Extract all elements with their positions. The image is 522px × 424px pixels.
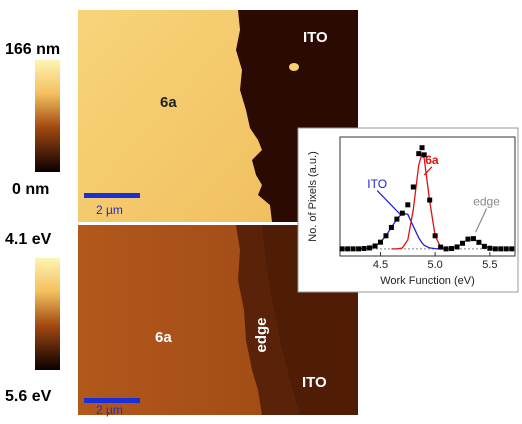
x-tick-label: 5.5 <box>482 259 497 271</box>
data-point <box>493 246 498 251</box>
image-label: ITO <box>302 374 327 391</box>
colorbar-label: 0 nm <box>12 181 49 198</box>
data-point <box>373 244 378 249</box>
data-point <box>487 246 492 251</box>
image-label: 6a <box>155 329 172 346</box>
legend-label: edge <box>473 195 500 209</box>
data-point <box>351 246 356 251</box>
data-point <box>362 246 367 251</box>
image-label: edge <box>253 317 270 352</box>
colorbar <box>35 258 60 370</box>
data-point <box>405 202 410 207</box>
data-point <box>455 244 460 249</box>
x-tick-label: 5.0 <box>428 259 443 271</box>
data-point <box>345 246 350 251</box>
data-point <box>383 233 388 238</box>
data-point <box>438 245 443 250</box>
colorbar-label: 166 nm <box>5 41 60 58</box>
data-point <box>498 246 503 251</box>
data-point <box>389 225 394 230</box>
image-label: ITO <box>303 29 328 46</box>
data-point <box>444 246 449 251</box>
data-point <box>416 151 421 156</box>
image-label: 6a <box>160 94 177 111</box>
colorbar-label: 5.6 eV <box>5 388 52 405</box>
data-point <box>504 246 509 251</box>
data-point <box>465 237 470 242</box>
scale-bar-label: 2 µm <box>96 403 123 417</box>
colorbar-label: 4.1 eV <box>5 231 52 248</box>
scale-bar <box>84 193 140 198</box>
data-point <box>509 246 514 251</box>
data-point <box>367 245 372 250</box>
data-point <box>340 246 345 251</box>
x-tick-label: 4.5 <box>373 259 388 271</box>
data-point <box>471 236 476 241</box>
legend-label: 6a <box>425 153 439 167</box>
data-point <box>476 240 481 245</box>
data-point <box>378 240 383 245</box>
y-axis-label: No. of Pixels (a.u.) <box>307 151 319 241</box>
data-point <box>449 246 454 251</box>
data-point <box>427 198 432 203</box>
legend-label: ITO <box>367 177 387 191</box>
data-point <box>433 233 438 238</box>
data-point <box>422 152 427 157</box>
scale-bar-label: 2 µm <box>96 203 123 217</box>
data-point <box>356 246 361 251</box>
data-point <box>400 211 405 216</box>
data-point <box>482 244 487 249</box>
data-point <box>394 217 399 222</box>
colorbar <box>35 60 60 172</box>
figure: 166 nm 0 nm 4.1 eV 5.6 eV 6a ITO 2 µm 6a… <box>0 0 522 419</box>
data-point <box>411 184 416 189</box>
data-point <box>460 241 465 246</box>
x-axis-label: Work Function (eV) <box>380 275 475 287</box>
data-point <box>420 145 425 150</box>
